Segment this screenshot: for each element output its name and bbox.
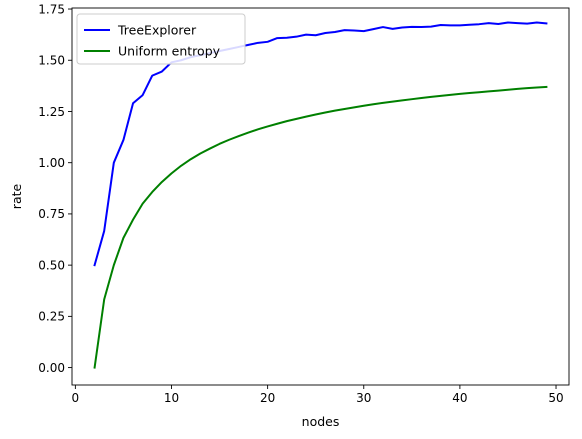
x-tick-label: 40: [452, 391, 467, 405]
y-tick-label: 1.50: [38, 54, 65, 68]
y-tick-label: 0.00: [38, 361, 65, 375]
x-tick-label: 10: [164, 391, 179, 405]
x-tick-label: 0: [72, 391, 80, 405]
legend-label-uniform-entropy: Uniform entropy: [118, 44, 221, 59]
y-axis-ticks: 0.00 0.25 0.50 0.75 1.00 1.25 1.50 1.75: [38, 2, 72, 375]
y-tick-label: 0.75: [38, 207, 65, 221]
x-tick-label: 50: [548, 391, 563, 405]
y-tick-label: 1.75: [38, 2, 65, 16]
y-axis-label: rate: [9, 183, 24, 209]
legend: TreeExplorer Uniform entropy: [76, 13, 246, 65]
x-tick-label: 30: [356, 391, 371, 405]
series-line-1: [93, 85, 548, 369]
y-tick-label: 1.25: [38, 105, 65, 119]
legend-box: [76, 13, 246, 65]
x-axis-label: nodes: [302, 414, 340, 429]
x-axis-ticks: 0 10 20 30 40 50: [72, 385, 564, 405]
series-layer: [93, 21, 548, 369]
y-tick-label: 1.00: [38, 156, 65, 170]
y-tick-label: 0.50: [38, 258, 65, 272]
x-tick-label: 20: [260, 391, 275, 405]
y-tick-label: 0.25: [38, 310, 65, 324]
plot-frame: [71, 7, 570, 386]
legend-label-tree-explorer: TreeExplorer: [117, 23, 197, 38]
